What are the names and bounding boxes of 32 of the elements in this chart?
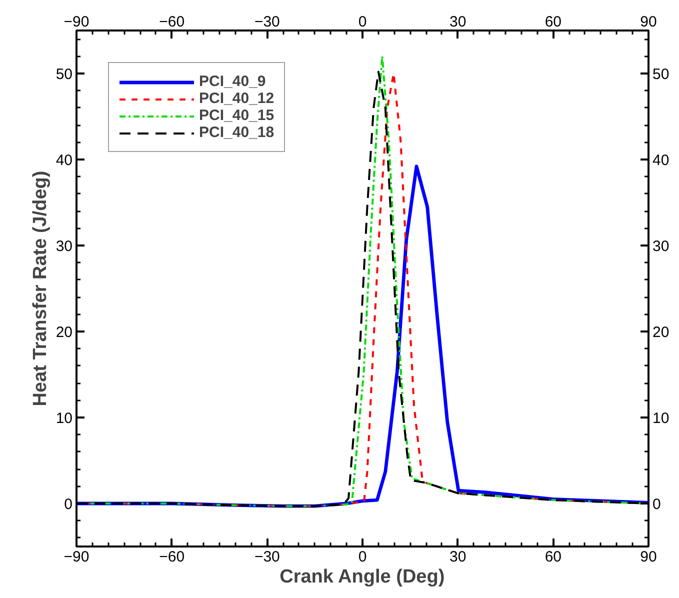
x2-tick-label: 60 bbox=[544, 548, 562, 566]
x2-tick-label: 0 bbox=[358, 548, 367, 566]
y-tick-label: 30 bbox=[56, 238, 73, 255]
legend-label: PCI_40_15 bbox=[199, 107, 274, 124]
y2-tick-label: 30 bbox=[652, 238, 670, 255]
x-tick-label: 60 bbox=[544, 14, 562, 30]
y2-tick-label: 0 bbox=[652, 496, 661, 513]
x-axis-title: Crank Angle (Deg) bbox=[280, 566, 445, 588]
x2-tick-label: −30 bbox=[254, 548, 280, 566]
y-tick-label: 50 bbox=[56, 66, 73, 83]
y-axis-title: Heat Transfer Rate (J/deg) bbox=[30, 170, 51, 406]
legend-label: PCI_40_12 bbox=[199, 90, 274, 107]
x2-tick-label: −90 bbox=[64, 548, 90, 566]
y2-tick-label: 10 bbox=[652, 410, 670, 427]
legend-label: PCI_40_9 bbox=[199, 73, 266, 90]
y2-tick-label: 40 bbox=[652, 152, 670, 169]
y-tick-label: 40 bbox=[56, 152, 73, 169]
legend-label: PCI_40_18 bbox=[199, 124, 274, 141]
x2-tick-label: 90 bbox=[640, 548, 657, 566]
x-tick-label: 90 bbox=[640, 14, 657, 30]
y-tick-label: 10 bbox=[56, 410, 73, 427]
y-tick-label: 20 bbox=[56, 324, 73, 341]
y2-tick-label: 50 bbox=[652, 66, 670, 83]
x-tick-label: 30 bbox=[449, 14, 466, 30]
x2-tick-label: 30 bbox=[449, 548, 466, 566]
y2-tick-label: 20 bbox=[652, 324, 670, 341]
x2-tick-label: −60 bbox=[159, 548, 185, 566]
x-tick-label: −90 bbox=[64, 14, 90, 30]
x-tick-label: −30 bbox=[254, 14, 280, 30]
x-tick-label: 0 bbox=[358, 14, 367, 30]
x-tick-label: −60 bbox=[159, 14, 185, 30]
y-tick-label: 0 bbox=[64, 496, 72, 513]
